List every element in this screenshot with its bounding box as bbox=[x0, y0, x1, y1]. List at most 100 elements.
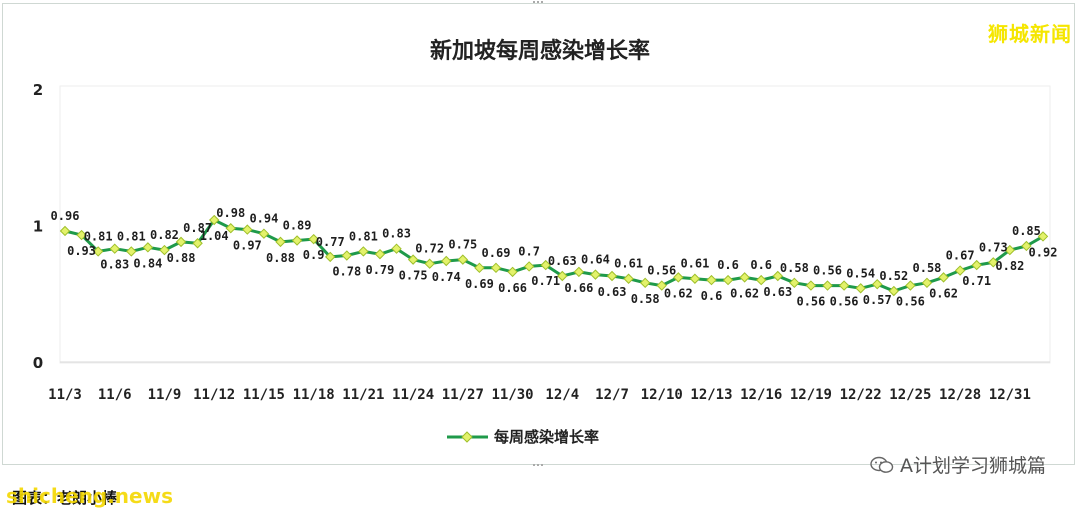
data-point-marker bbox=[921, 277, 933, 289]
data-point-marker bbox=[441, 255, 452, 267]
resize-handle-bottom[interactable] bbox=[533, 464, 543, 467]
data-label: 0.81 bbox=[84, 229, 113, 243]
data-point-marker bbox=[772, 270, 783, 282]
data-point-marker bbox=[159, 244, 170, 256]
data-label: 0.56 bbox=[813, 264, 842, 278]
data-label: 0.82 bbox=[995, 259, 1024, 273]
data-label: 0.66 bbox=[498, 281, 527, 295]
data-point-marker bbox=[424, 258, 435, 269]
data-point-marker bbox=[1021, 240, 1032, 252]
data-label: 0.58 bbox=[631, 292, 660, 306]
data-label: 0.81 bbox=[349, 229, 378, 243]
data-label: 0.72 bbox=[415, 242, 444, 256]
data-label: 0.87 bbox=[183, 221, 212, 235]
data-label: 0.58 bbox=[780, 261, 809, 275]
chart-title: 新加坡每周感染增长率 bbox=[430, 38, 650, 64]
data-point-marker bbox=[971, 259, 982, 271]
data-label: 0.83 bbox=[382, 227, 411, 241]
data-point-marker bbox=[59, 225, 71, 237]
x-tick-label: 12/31 bbox=[989, 387, 1031, 403]
legend-marker-swatch bbox=[461, 431, 473, 443]
data-point-marker bbox=[126, 246, 137, 257]
data-point-marker bbox=[540, 259, 551, 271]
data-point-marker bbox=[474, 262, 485, 274]
data-labels: 0.960.930.810.830.810.840.820.880.871.04… bbox=[51, 206, 1058, 308]
data-label: 0.93 bbox=[67, 244, 96, 258]
data-label: 0.64 bbox=[581, 253, 610, 267]
data-point-marker bbox=[805, 280, 817, 291]
data-label: 0.57 bbox=[863, 293, 892, 307]
data-label: 0.7 bbox=[518, 244, 540, 258]
data-point-marker bbox=[291, 235, 303, 246]
data-point-marker bbox=[358, 246, 369, 257]
data-label: 0.69 bbox=[465, 277, 494, 291]
data-label: 0.63 bbox=[763, 285, 792, 299]
data-label: 0.89 bbox=[283, 219, 312, 233]
x-tick-label: 11/30 bbox=[491, 387, 533, 403]
data-point-marker bbox=[325, 251, 336, 263]
data-point-marker bbox=[341, 250, 353, 261]
data-label: 0.56 bbox=[796, 295, 825, 309]
data-point-marker bbox=[92, 246, 104, 257]
data-point-marker bbox=[490, 262, 502, 274]
data-point-marker bbox=[308, 233, 319, 245]
data-point-marker bbox=[391, 243, 402, 254]
data-point-marker bbox=[872, 278, 883, 290]
data-label: 0.62 bbox=[730, 286, 759, 300]
data-point-marker bbox=[706, 274, 717, 286]
y-tick-label: 2 bbox=[33, 81, 43, 99]
data-label: 0.61 bbox=[614, 257, 643, 271]
data-label: 0.56 bbox=[896, 295, 925, 309]
data-point-marker bbox=[789, 277, 800, 289]
x-tick-label: 12/7 bbox=[595, 387, 629, 403]
x-tick-label: 11/27 bbox=[442, 387, 484, 403]
data-label: 0.77 bbox=[316, 235, 345, 249]
data-label: 0.62 bbox=[664, 286, 693, 300]
plot-area bbox=[59, 85, 1051, 364]
data-label: 0.66 bbox=[564, 281, 593, 295]
x-tick-label: 12/4 bbox=[545, 387, 579, 403]
data-label: 0.96 bbox=[51, 209, 80, 223]
data-label: 0.9 bbox=[303, 248, 325, 262]
data-point-marker bbox=[76, 229, 87, 241]
data-point-marker bbox=[673, 272, 684, 283]
data-label: 0.75 bbox=[399, 269, 428, 283]
data-label: 0.78 bbox=[332, 265, 361, 279]
data-label: 0.67 bbox=[946, 249, 975, 263]
site-watermark: shicheng.news bbox=[6, 484, 173, 508]
x-tick-label: 12/10 bbox=[641, 387, 683, 403]
x-tick-label: 12/22 bbox=[840, 387, 882, 403]
data-point-marker bbox=[208, 214, 220, 226]
legend: 每周感染增长率 bbox=[447, 428, 599, 446]
data-point-marker bbox=[954, 265, 966, 276]
x-tick-label: 11/18 bbox=[293, 387, 335, 403]
x-tick-label: 11/12 bbox=[193, 387, 235, 403]
data-point-marker bbox=[689, 273, 701, 284]
data-point-marker bbox=[457, 254, 469, 265]
resize-handle-top[interactable] bbox=[533, 1, 543, 4]
data-point-marker bbox=[573, 266, 585, 278]
data-point-marker bbox=[225, 223, 236, 234]
x-tick-label: 11/15 bbox=[243, 387, 285, 403]
x-tick-label: 12/13 bbox=[690, 387, 732, 403]
account-watermark: A计划学习狮城篇 bbox=[870, 451, 1046, 478]
data-label: 0.71 bbox=[531, 274, 560, 288]
x-tick-label: 12/16 bbox=[740, 387, 782, 403]
data-point-marker bbox=[1004, 244, 1016, 256]
data-point-marker bbox=[507, 266, 518, 278]
data-label: 0.56 bbox=[647, 264, 676, 278]
data-point-marker bbox=[938, 272, 949, 283]
data-label: 0.92 bbox=[1029, 245, 1058, 259]
data-label: 0.6 bbox=[717, 258, 739, 272]
data-label: 0.74 bbox=[432, 270, 461, 284]
data-label: 0.61 bbox=[680, 257, 709, 271]
data-point-marker bbox=[590, 269, 601, 280]
data-label: 0.85 bbox=[1012, 224, 1041, 238]
x-tick-label: 12/28 bbox=[939, 387, 981, 403]
data-label: 0.88 bbox=[266, 251, 295, 265]
data-label: 0.62 bbox=[929, 286, 958, 300]
data-point-marker bbox=[1037, 231, 1049, 242]
data-label: 0.97 bbox=[233, 239, 262, 253]
data-label: 0.58 bbox=[913, 261, 942, 275]
